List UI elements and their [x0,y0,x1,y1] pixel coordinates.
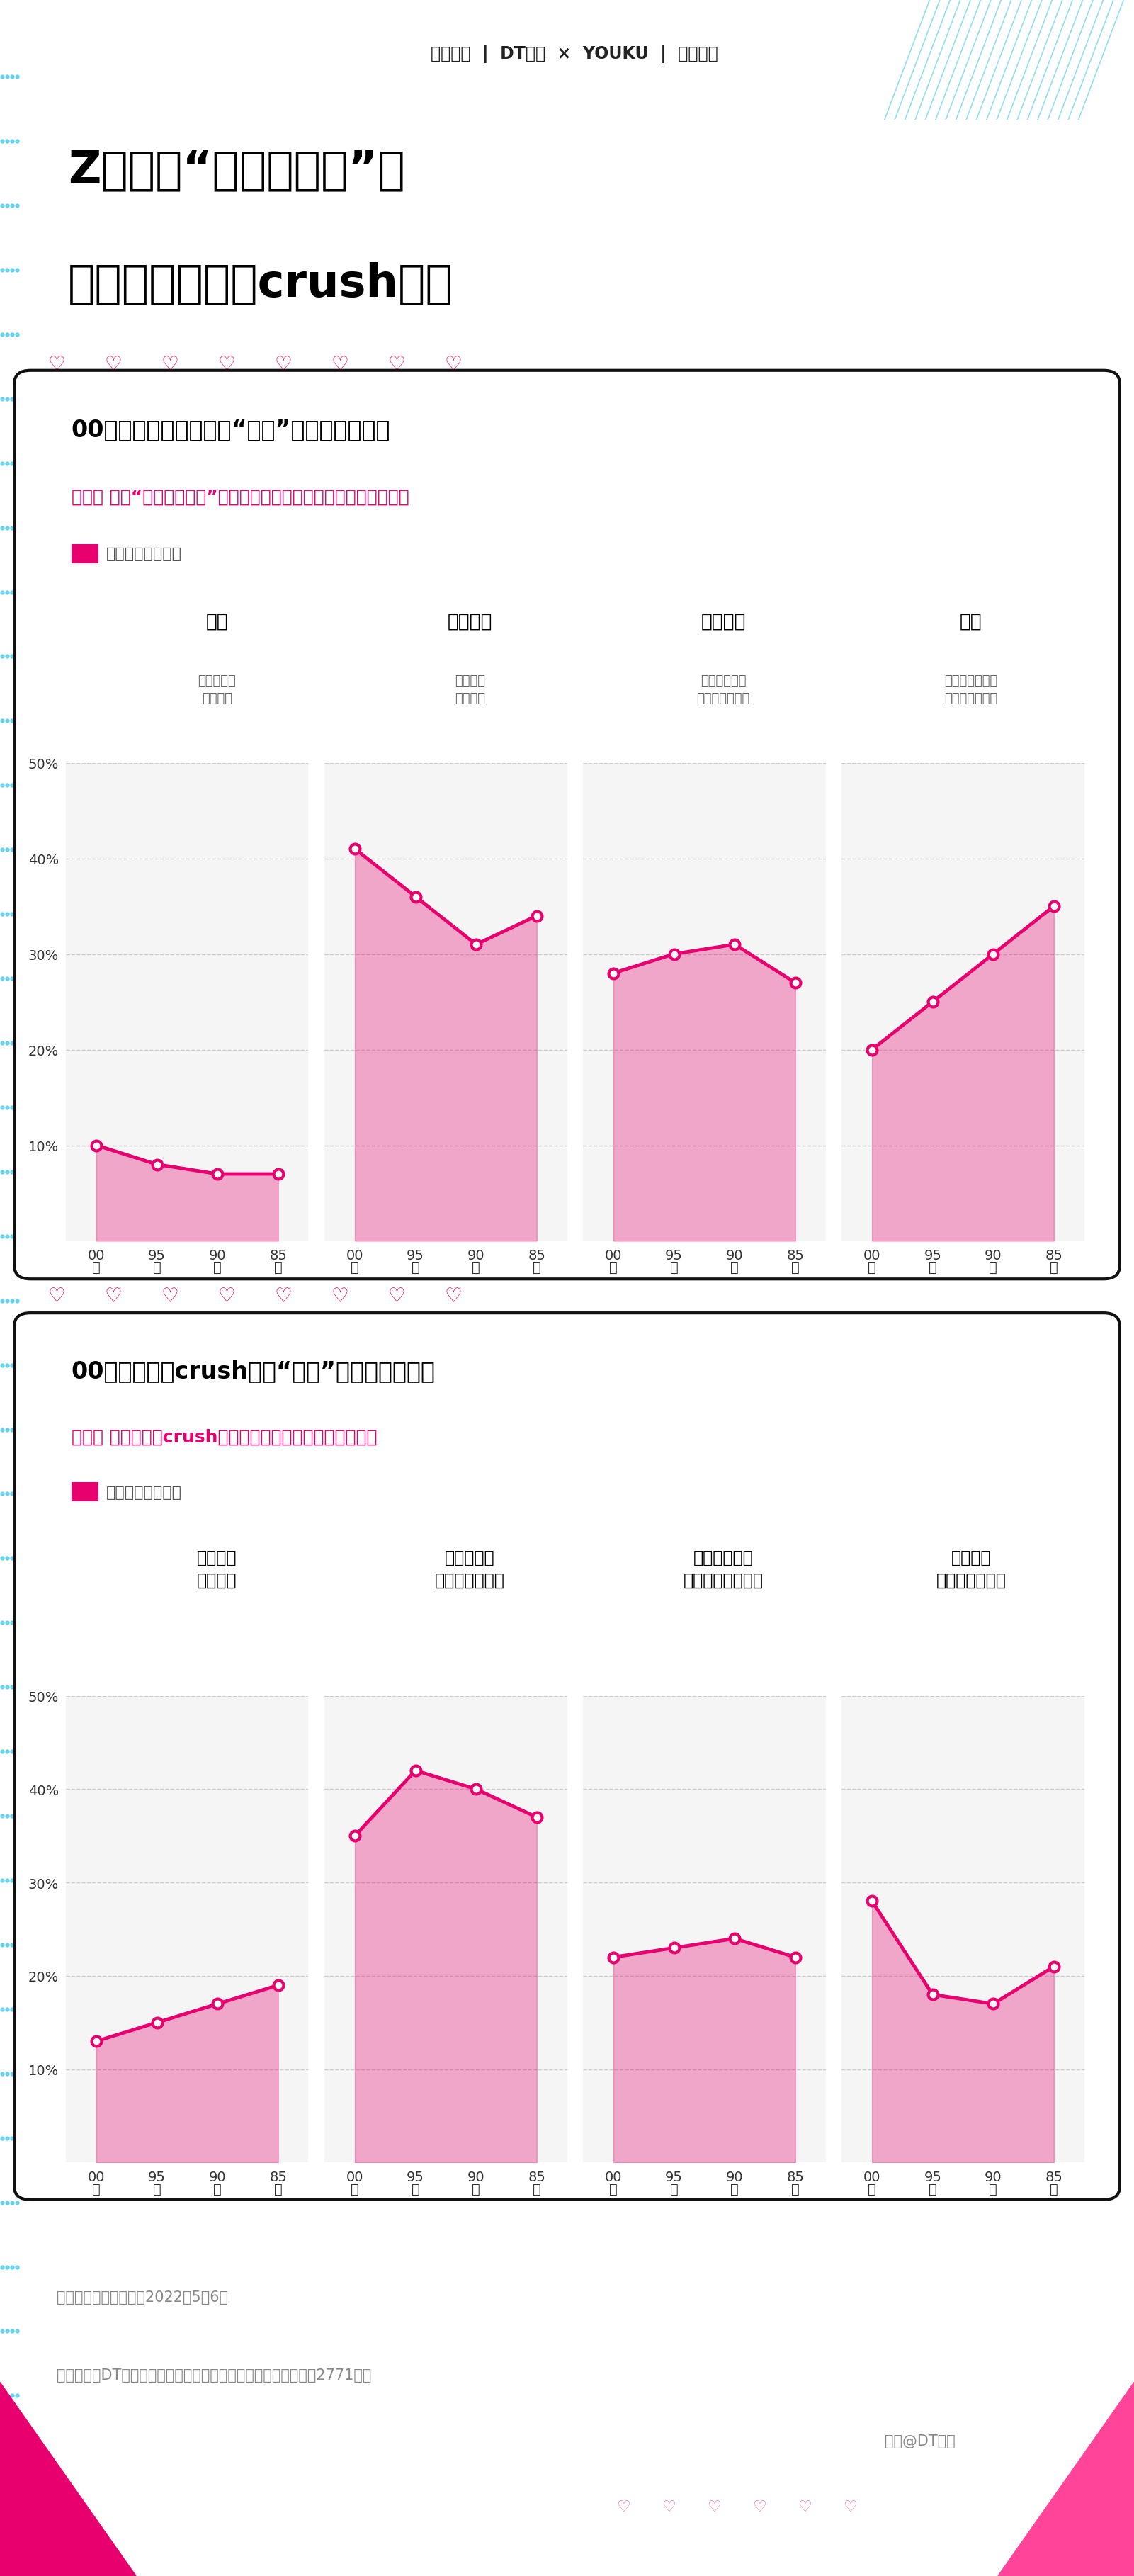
Text: 问题： 对于“和前任做朋友”这件事，你的态度更倾向于以下哪一种？: 问题： 对于“和前任做朋友”这件事，你的态度更倾向于以下哪一种？ [71,489,409,505]
Text: 偶尔联系
也很正常: 偶尔联系 也很正常 [455,675,485,706]
Point [984,933,1002,974]
Point [726,1919,744,1960]
Point [87,1126,105,1167]
Text: ♡: ♡ [218,355,236,374]
Text: 00后更倾向在crush面前“装死”，只心动不行动: 00后更倾向在crush面前“装死”，只心动不行动 [71,1360,435,1383]
Text: ♡: ♡ [617,2499,631,2514]
Text: 头条@DT财经: 头条@DT财经 [885,2434,955,2447]
Text: 00后更倾向在前任面前“蹭迪”，和前任做朋友: 00后更倾向在前任面前“蹭迪”，和前任做朋友 [71,417,390,440]
Text: 反对: 反对 [959,613,982,631]
Text: 不太赞成: 不太赞成 [701,613,746,631]
Text: 问题： 面对自己的crush对象，你更倾向于以下哪种做法？: 问题： 面对自己的crush对象，你更倾向于以下哪种做法？ [71,1427,378,1445]
Text: ♡: ♡ [662,2499,676,2514]
Point [209,1154,227,1195]
Text: 选择各选项的比例: 选择各选项的比例 [105,546,181,562]
Point [863,1880,881,1922]
Text: ♡: ♡ [331,1285,349,1306]
Point [923,981,941,1023]
Text: ♡: ♡ [844,2499,857,2514]
Point [604,953,623,994]
Point [726,925,744,966]
Text: 多观察两天
找机会试探对方: 多观察两天 找机会试探对方 [435,1548,505,1589]
Point [527,896,545,938]
Point [87,2020,105,2061]
Text: ♡: ♡ [161,355,179,374]
Text: 既然分手了就应
该尽量断绝联系: 既然分手了就应 该尽量断绝联系 [945,675,998,706]
Point [269,1965,287,2007]
FancyBboxPatch shape [15,371,1119,1280]
Point [147,1144,166,1185]
Text: ♡: ♡ [708,2499,721,2514]
Text: ♡: ♡ [161,1285,179,1306]
Text: 数据来源：DT财经与优酷有位青年事务所联合调研（有效样本为2771份）: 数据来源：DT财经与优酷有位青年事务所联合调研（有效样本为2771份） [57,2367,372,2383]
Point [786,1937,804,1978]
Text: ♡: ♡ [388,1285,406,1306]
Text: ♡: ♡ [274,355,293,374]
Text: ♡: ♡ [48,355,66,374]
Point [209,1984,227,2025]
Text: ♡: ♡ [445,1285,463,1306]
Text: 注：数据统计时间截至2022年5朎6日: 注：数据统计时间截至2022年5朎6日 [57,2290,228,2303]
Point [467,925,485,966]
Point [786,963,804,1005]
Point [346,829,364,871]
Text: ♡: ♡ [331,355,349,374]
Text: 按兵不动
仅仅停留在心动: 按兵不动 仅仅停留在心动 [936,1548,1006,1589]
Text: 选择各选项的比例: 选择各选项的比例 [105,1484,181,1499]
Text: 可能会对下一
段爱情造成困扰: 可能会对下一 段爱情造成困扰 [696,675,750,706]
Text: 没必要失去
一个朋友: 没必要失去 一个朋友 [197,675,236,706]
Point [346,1816,364,1857]
Point [406,876,424,917]
Point [269,1154,287,1195]
Point [604,1937,623,1978]
Point [527,1795,545,1837]
Point [863,1030,881,1072]
Text: ♡: ♡ [218,1285,236,1306]
Polygon shape [0,2383,136,2576]
Point [1044,886,1063,927]
Text: 对前任社牛，对crush社恐: 对前任社牛，对crush社恐 [68,263,454,307]
Text: 第一财经  |  DT财经  ×  YOUKU  |  有戏青年: 第一财经 | DT财经 × YOUKU | 有戏青年 [431,46,718,62]
Point [406,1749,424,1790]
Point [923,1973,941,2014]
Bar [71,544,99,564]
Point [467,1770,485,1811]
Text: ♡: ♡ [388,355,406,374]
Point [665,933,683,974]
Text: Z世代的“爱情社恐症”：: Z世代的“爱情社恐症”： [68,149,405,193]
Point [665,1927,683,1968]
FancyBboxPatch shape [15,1314,1119,2200]
Text: ♡: ♡ [798,2499,812,2514]
Point [984,1984,1002,2025]
Text: 可以接受: 可以接受 [448,613,492,631]
Text: ♡: ♡ [104,355,122,374]
Text: 赞成: 赞成 [205,613,228,631]
Bar [71,1484,99,1502]
Text: ♡: ♡ [274,1285,293,1306]
Point [1044,1945,1063,1986]
Polygon shape [998,2383,1134,2576]
Text: ♡: ♡ [753,2499,767,2514]
Text: ♡: ♡ [104,1285,122,1306]
Text: 等对方向自己
示好，再慢慢接近: 等对方向自己 示好，再慢慢接近 [683,1548,763,1589]
Point [147,2002,166,2043]
Text: 相信感觉
主动出击: 相信感觉 主动出击 [197,1548,237,1589]
Text: ♡: ♡ [48,1285,66,1306]
Text: ♡: ♡ [445,355,463,374]
